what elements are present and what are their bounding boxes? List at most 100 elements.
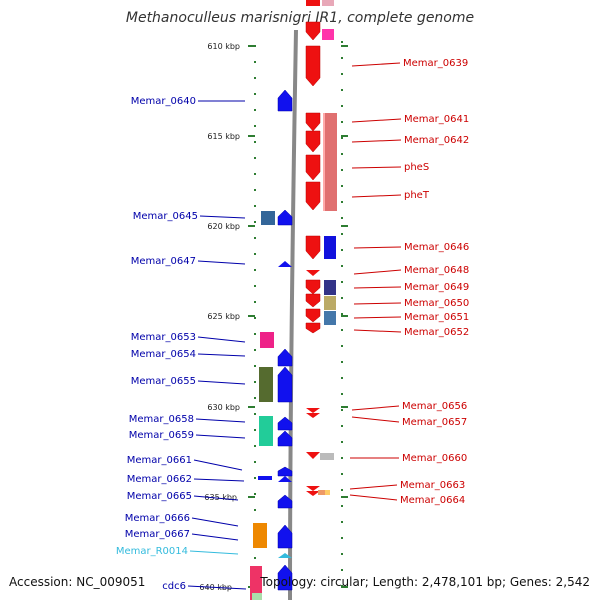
scale-tick — [341, 135, 348, 137]
reverse-gene-label: Memar_0667 — [125, 529, 190, 540]
forward-gene-label-leader — [353, 302, 402, 305]
minor-tick — [341, 57, 343, 59]
forward-gene — [305, 181, 321, 211]
reverse-gene-label-leader — [191, 533, 239, 541]
minor-tick — [254, 413, 256, 415]
minor-tick — [341, 233, 343, 235]
minor-tick — [254, 429, 256, 431]
scale-tick — [341, 315, 348, 317]
minor-tick — [341, 185, 343, 187]
forward-gene-small — [306, 452, 320, 459]
genome-info-text: Topology: circular; Length: 2,478,101 bp… — [260, 575, 590, 589]
minor-tick — [341, 313, 343, 315]
reverse-gene-label-leader — [195, 434, 246, 439]
minor-tick — [254, 109, 256, 111]
scale-tick — [248, 315, 255, 317]
minor-tick — [254, 317, 256, 319]
reverse-gene-label-leader — [193, 495, 239, 501]
reverse-gene — [277, 348, 293, 367]
minor-tick — [341, 201, 343, 203]
annotation-block — [323, 113, 325, 211]
minor-tick — [341, 105, 343, 107]
forward-gene — [305, 308, 321, 323]
reverse-gene-label: Memar_R0014 — [116, 546, 188, 557]
forward-gene-label: Memar_0651 — [404, 312, 469, 323]
reverse-gene-label-leader — [191, 517, 239, 527]
minor-tick — [254, 61, 256, 63]
annotation-block — [260, 332, 274, 348]
forward-gene — [305, 154, 321, 181]
forward-gene-label: Memar_0664 — [400, 495, 465, 506]
annotation-block — [252, 593, 262, 600]
scale-label: 610 kbp — [207, 42, 240, 51]
forward-gene-label-leader — [353, 246, 402, 249]
genome-title: Methanoculleus marisnigri JR1, complete … — [125, 10, 475, 26]
scale-tick — [248, 135, 255, 137]
reverse-gene — [277, 366, 293, 403]
forward-gene-label-leader — [351, 118, 402, 123]
minor-tick — [254, 189, 256, 191]
reverse-gene — [277, 89, 293, 112]
reverse-gene-label: Memar_0645 — [133, 211, 198, 222]
rna-gene — [278, 553, 292, 558]
minor-tick — [254, 285, 256, 287]
minor-tick — [341, 425, 343, 427]
annotation-block — [253, 523, 267, 548]
minor-tick — [341, 489, 343, 491]
minor-tick — [341, 153, 343, 155]
annotation-block — [324, 296, 336, 310]
forward-gene-label: Memar_0663 — [400, 480, 465, 491]
scale-label: 620 kbp — [207, 222, 240, 231]
forward-gene — [305, 45, 321, 87]
annotation-block — [261, 211, 275, 225]
scale-tick — [341, 45, 348, 47]
forward-gene-small — [306, 270, 320, 276]
minor-tick — [254, 477, 256, 479]
minor-tick — [254, 333, 256, 335]
reverse-gene-label: Memar_0659 — [129, 430, 194, 441]
forward-gene-label-leader — [351, 405, 400, 411]
forward-gene-small — [306, 486, 320, 491]
forward-gene-label: Memar_0650 — [404, 298, 469, 309]
annotation-block — [320, 453, 334, 460]
minor-tick — [341, 473, 343, 475]
scale-tick — [248, 45, 255, 47]
annotation-block — [250, 566, 262, 600]
forward-gene — [305, 21, 321, 41]
reverse-gene-label-leader — [197, 260, 246, 265]
reverse-gene-label: Memar_0666 — [125, 513, 190, 524]
reverse-gene-small — [278, 476, 292, 482]
forward-gene-label: Memar_0660 — [402, 453, 467, 464]
minor-tick — [341, 377, 343, 379]
minor-tick — [341, 393, 343, 395]
reverse-gene-small — [278, 261, 292, 267]
minor-tick — [254, 365, 256, 367]
minor-tick — [254, 493, 256, 495]
forward-gene-small — [306, 408, 320, 413]
reverse-gene — [277, 494, 293, 509]
reverse-gene-label-leader — [193, 478, 245, 482]
reverse-gene — [277, 524, 293, 549]
reverse-gene-label-leader — [197, 353, 246, 357]
scale-tick — [248, 225, 255, 227]
minor-tick — [341, 457, 343, 459]
annotation-block — [324, 311, 336, 325]
reverse-gene-label: Memar_0653 — [131, 332, 196, 343]
minor-tick — [341, 73, 343, 75]
forward-gene — [305, 130, 321, 153]
forward-gene — [305, 293, 321, 308]
annotation-block — [325, 490, 330, 495]
reverse-gene — [277, 466, 293, 477]
reverse-gene-small — [258, 476, 272, 480]
reverse-gene-label-leader — [199, 215, 246, 219]
minor-tick — [341, 329, 343, 331]
forward-gene — [305, 322, 321, 334]
forward-gene-label: pheS — [404, 162, 429, 173]
minor-tick — [254, 381, 256, 383]
scale-tick — [341, 496, 348, 498]
forward-gene — [305, 235, 321, 260]
minor-tick — [254, 557, 256, 559]
minor-tick — [341, 297, 343, 299]
annotation-block — [259, 367, 273, 402]
